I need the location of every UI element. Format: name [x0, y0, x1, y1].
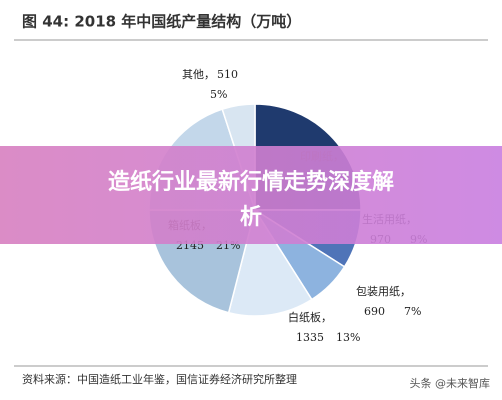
- banner: [0, 146, 502, 244]
- slice-amount: 510: [217, 68, 238, 81]
- slice-value-label: 5%: [210, 88, 227, 101]
- watermark: 头条 @未来智库: [410, 376, 491, 390]
- slice-amount: 1335: [296, 331, 324, 344]
- source: 资料来源：中国造纸工业年鉴，国信证券经济研究所整理: [22, 372, 297, 386]
- banner-text: 析: [240, 205, 262, 230]
- slice-label: 包装用纸，: [356, 285, 411, 298]
- slice-value-label: 7%: [404, 305, 421, 318]
- slice-label: 白纸板，: [288, 310, 332, 324]
- slice-value-label: 13%: [336, 331, 360, 344]
- chart-title: 图 44: 2018 年中国纸产量结构（万吨）: [22, 13, 301, 31]
- banner-text: 造纸行业最新行情走势深度解: [108, 169, 394, 195]
- slice-label: 其他，: [182, 68, 215, 81]
- slice-amount: 690: [364, 305, 385, 318]
